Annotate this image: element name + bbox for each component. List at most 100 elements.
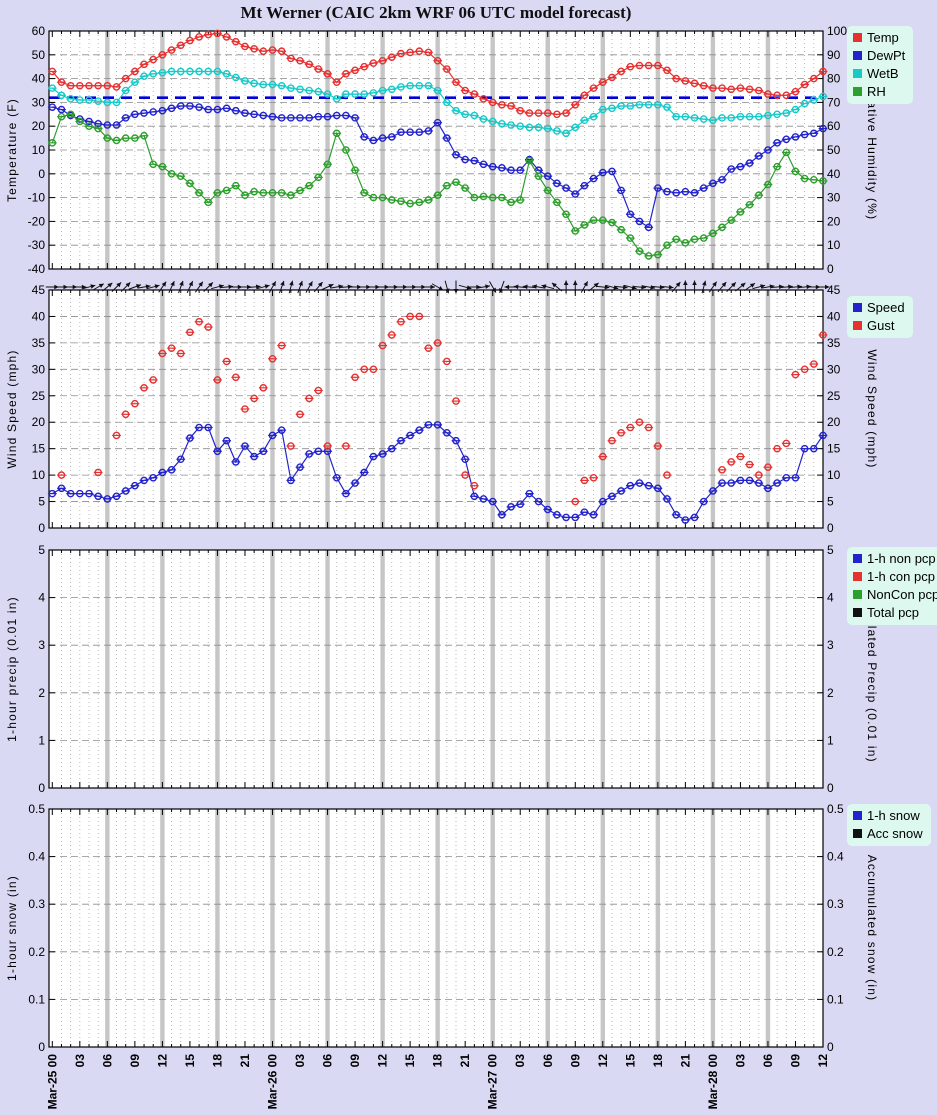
y-axis-ticks-snow: 0 0.1 0.2 0.3 0.4 0.5 0 0.1 0.2 0.3 0.4 0.5: [28, 802, 844, 1054]
legend-precip: 1-h non pcp 1-h con pcp NonCon pcp Total pc…: [847, 547, 937, 625]
legend-item-gust: Gust: [853, 317, 905, 335]
svg-text:30: 30: [827, 362, 841, 376]
svg-text:0: 0: [38, 781, 45, 795]
svg-text:0: 0: [38, 167, 45, 181]
legend-swatch: [853, 554, 862, 563]
svg-text:10: 10: [32, 143, 46, 157]
panel-wind: 0 5 10 15 20 25 30 35 40 45 0 5 10 15 20 25 30 35 40 45: [32, 280, 841, 535]
svg-text:06: 06: [321, 1054, 335, 1068]
y-axis-ticks-precip: 0 1 2 3 4 5 0 1 2 3 4 5: [38, 543, 834, 795]
svg-text:1: 1: [827, 733, 834, 747]
svg-text:20: 20: [32, 415, 46, 429]
svg-text:0: 0: [827, 1040, 834, 1054]
svg-text:12: 12: [155, 1054, 169, 1068]
svg-text:Mar-26 00: Mar-26 00: [266, 1054, 280, 1110]
svg-text:18: 18: [210, 1054, 224, 1068]
svg-text:09: 09: [348, 1054, 362, 1068]
panel-precip: 0 1 2 3 4 5 0 1 2 3 4 5: [38, 543, 834, 795]
svg-text:20: 20: [32, 119, 46, 133]
axis-title-left-precip: 1-hour precip (0.01 in): [5, 596, 19, 742]
svg-text:25: 25: [32, 389, 46, 403]
legend-label: Speed: [867, 300, 905, 315]
legend-temperature: Temp DewPt WetB RH: [847, 26, 914, 104]
legend-item-1-h-non-pcp: 1-h non pcp: [853, 550, 937, 568]
svg-text:06: 06: [541, 1054, 555, 1068]
svg-text:15: 15: [403, 1054, 417, 1068]
svg-text:0.3: 0.3: [827, 897, 844, 911]
svg-text:40: 40: [827, 167, 841, 181]
axis-title-right-temperature: Relative Humidity (%): [865, 80, 879, 221]
svg-text:0.5: 0.5: [28, 802, 45, 816]
legend-swatch: [853, 590, 862, 599]
svg-text:90: 90: [827, 48, 841, 62]
svg-text:21: 21: [678, 1054, 692, 1068]
series-gust: [57, 312, 828, 506]
legend-item-temp: Temp: [853, 29, 905, 47]
svg-text:18: 18: [431, 1054, 445, 1068]
panel-snow: 0 0.1 0.2 0.3 0.4 0.5 0 0.1 0.2 0.3 0.4 0.5: [28, 802, 844, 1054]
legend-label: 1-h non pcp: [867, 551, 936, 566]
svg-text:09: 09: [568, 1054, 582, 1068]
svg-text:15: 15: [623, 1054, 637, 1068]
svg-text:10: 10: [827, 238, 841, 252]
legend-item-1-h-con-pcp: 1-h con pcp: [853, 568, 937, 586]
svg-text:15: 15: [32, 442, 46, 456]
svg-text:0.3: 0.3: [28, 897, 45, 911]
svg-text:Mar-25 00: Mar-25 00: [45, 1054, 59, 1110]
legend-label: WetB: [867, 66, 899, 81]
legend-wind: Speed Gust: [847, 296, 913, 338]
svg-text:35: 35: [32, 336, 46, 350]
x-axis-labels: Mar-25 00 03 06 09 12 15 18 21 Mar-26 00 03 06 09 12…: [45, 1054, 830, 1110]
svg-text:06: 06: [100, 1054, 114, 1068]
legend-label: 1-h con pcp: [867, 569, 935, 584]
svg-text:0.1: 0.1: [827, 992, 844, 1006]
legend-swatch: [853, 811, 862, 820]
svg-text:35: 35: [827, 336, 841, 350]
svg-text:2: 2: [827, 686, 834, 700]
y-axis-ticks-wind: 0 5 10 15 20 25 30 35 40 45 0 5 10 15 20 25 30 35 40 45: [32, 283, 841, 535]
svg-text:03: 03: [293, 1054, 307, 1068]
svg-text:80: 80: [827, 72, 841, 86]
legend-item-dewpt: DewPt: [853, 47, 905, 65]
svg-text:0: 0: [38, 521, 45, 535]
legend-swatch: [853, 303, 862, 312]
svg-text:60: 60: [32, 24, 46, 38]
svg-text:30: 30: [32, 95, 46, 109]
svg-text:-20: -20: [28, 214, 46, 228]
axis-title-left-temperature: Temperature (F): [5, 98, 19, 202]
svg-text:12: 12: [596, 1054, 610, 1068]
series-wetb: [47, 67, 828, 138]
panel-frame: [48, 549, 824, 789]
axis-title-right-wind: Wind Speed (mph): [865, 349, 879, 468]
svg-text:09: 09: [128, 1054, 142, 1068]
svg-text:09: 09: [788, 1054, 802, 1068]
svg-text:Mar-28 00: Mar-28 00: [706, 1054, 720, 1110]
svg-text:2: 2: [38, 686, 45, 700]
legend-swatch: [853, 321, 862, 330]
legend-item-wetb: WetB: [853, 65, 905, 83]
legend-label: Total pcp: [867, 605, 920, 620]
legend-item-rh: RH: [853, 83, 905, 101]
legend-item-acc-snow: Acc snow: [853, 825, 923, 843]
svg-text:0.2: 0.2: [827, 945, 844, 959]
legend-label: 1-h snow: [867, 808, 920, 823]
svg-text:60: 60: [827, 119, 841, 133]
svg-text:Mar-27 00: Mar-27 00: [486, 1054, 500, 1110]
legend-label: NonCon pcp: [867, 587, 937, 602]
svg-text:21: 21: [458, 1054, 472, 1068]
series-speed: [47, 421, 828, 524]
legend-item-noncon-pcp: NonCon pcp: [853, 586, 937, 604]
svg-text:03: 03: [733, 1054, 747, 1068]
svg-text:10: 10: [827, 468, 841, 482]
svg-text:5: 5: [827, 543, 834, 557]
legend-swatch: [853, 829, 862, 838]
svg-text:40: 40: [32, 72, 46, 86]
wind-direction-arrows: [45, 280, 830, 294]
series-rh: [47, 110, 828, 260]
panel-temperature: -40 -30 -20 -10 0 10 20 30 40 50 60 0 10 20 30 40 50 60 70…: [28, 24, 848, 276]
svg-text:0.2: 0.2: [28, 945, 45, 959]
svg-text:70: 70: [827, 95, 841, 109]
svg-text:-10: -10: [28, 191, 46, 205]
svg-text:45: 45: [32, 283, 46, 297]
